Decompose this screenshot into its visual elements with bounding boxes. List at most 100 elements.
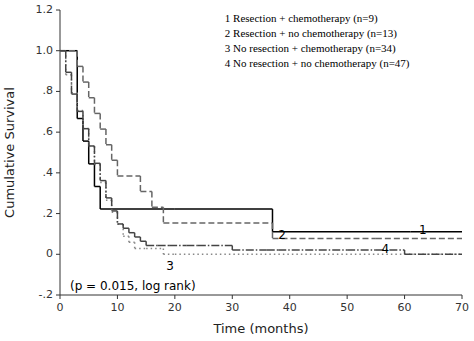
curve-label: 1 [419, 223, 427, 237]
step-riser [163, 207, 165, 223]
step-segment [267, 249, 278, 251]
y-tick-label: .2 [43, 207, 54, 220]
y-tick [56, 254, 60, 255]
step-segment [71, 93, 77, 95]
step-segment [117, 223, 123, 225]
y-tick [56, 132, 60, 133]
step-segment [140, 191, 151, 193]
x-tick-label: 0 [57, 301, 64, 314]
x-tick [462, 295, 463, 299]
step-segment [140, 241, 146, 243]
x-tick [117, 295, 118, 299]
x-tick-label: 50 [340, 301, 354, 314]
step-segment [106, 197, 112, 199]
x-tick-label: 10 [110, 301, 124, 314]
step-segment [135, 236, 141, 238]
legend: 1 Resection + chemotherapy (n=9)2 Resect… [225, 12, 410, 70]
step-segment [163, 254, 174, 256]
curve-label: 2 [278, 228, 286, 242]
step-riser [82, 111, 84, 129]
step-segment [272, 238, 375, 240]
step-segment [146, 245, 157, 247]
x-tick [174, 295, 175, 299]
step-riser [99, 113, 101, 129]
y-tick [56, 172, 60, 173]
step-riser [82, 66, 84, 82]
legend-entry: 1 Resection + chemotherapy (n=9) [225, 12, 378, 25]
step-riser [94, 147, 96, 165]
series [60, 51, 462, 232]
step-riser [151, 192, 153, 208]
step-segment [278, 249, 347, 251]
step-riser [111, 145, 113, 160]
step-segment [77, 66, 83, 68]
y-tick-label: -.2 [39, 288, 53, 301]
step-segment [60, 50, 77, 52]
series [60, 51, 462, 255]
step-segment [175, 208, 273, 210]
step-segment [376, 249, 405, 251]
step-segment [60, 50, 66, 52]
step-riser [94, 98, 96, 114]
y-axis-line [60, 10, 61, 295]
step-riser [76, 51, 78, 119]
step-riser [272, 223, 274, 239]
step-segment [272, 231, 410, 233]
step-segment [83, 128, 89, 130]
step-segment [60, 50, 66, 52]
step-riser [134, 242, 136, 248]
step-segment [405, 254, 462, 256]
step-segment [77, 110, 83, 112]
step-segment [94, 163, 100, 165]
p-value-note: (p = 0.015, log rank) [70, 279, 196, 293]
step-segment [163, 222, 272, 224]
step-segment [106, 144, 112, 146]
step-riser [65, 51, 67, 73]
step-riser [117, 160, 119, 176]
step-segment [135, 248, 146, 250]
y-tick-label: .4 [43, 166, 54, 179]
x-tick-label: 60 [398, 301, 412, 314]
step-riser [105, 181, 107, 198]
legend-entry: 4 No resection + no chemotherapy (n=47) [225, 57, 410, 70]
x-axis-label: Time (months) [212, 321, 308, 336]
curve-label: 3 [166, 259, 174, 273]
step-segment [83, 140, 89, 142]
step-riser [99, 186, 101, 209]
x-tick-label: 30 [225, 301, 239, 314]
step-segment [89, 145, 95, 147]
step-segment [146, 248, 163, 250]
step-segment [129, 232, 135, 234]
step-riser [88, 82, 90, 98]
step-riser [76, 93, 78, 111]
step-segment [100, 182, 106, 184]
step-segment [60, 50, 77, 52]
x-tick-label: 20 [168, 301, 182, 314]
y-tick [56, 91, 60, 92]
step-riser [122, 224, 124, 236]
x-tick [404, 295, 405, 299]
step-segment [112, 210, 118, 212]
step-riser [117, 211, 119, 224]
step-segment [112, 159, 118, 161]
step-riser [76, 94, 78, 111]
step-segment [106, 200, 112, 202]
step-segment [169, 245, 186, 247]
step-segment [77, 118, 83, 120]
x-tick [289, 295, 290, 299]
y-tick [56, 213, 60, 214]
step-segment [94, 113, 100, 115]
x-tick [60, 295, 61, 299]
series-group [60, 51, 462, 255]
step-riser [111, 198, 113, 211]
step-segment [347, 249, 376, 251]
step-riser [71, 72, 73, 94]
step-segment [112, 212, 118, 214]
legend-entry: 3 No resection + chemotherapy (n=34) [225, 42, 396, 55]
series [60, 51, 462, 255]
step-segment [83, 81, 89, 83]
step-riser [76, 51, 78, 67]
x-tick [232, 295, 233, 299]
y-axis: -.20.2.4.6.81.01.2 [36, 3, 61, 301]
step-segment [100, 180, 106, 182]
